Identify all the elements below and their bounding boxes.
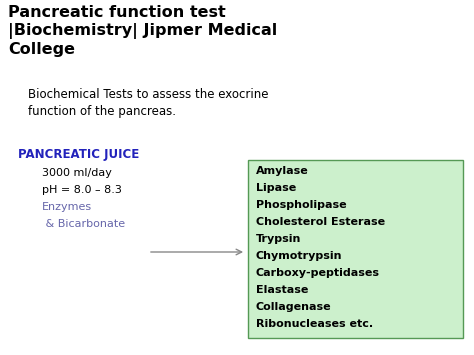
Text: 3000 ml/day: 3000 ml/day <box>42 168 112 178</box>
Text: Ribonucleases etc.: Ribonucleases etc. <box>256 319 373 329</box>
Text: Lipase: Lipase <box>256 183 296 193</box>
Text: Phospholipase: Phospholipase <box>256 200 346 210</box>
Text: Trypsin: Trypsin <box>256 234 301 244</box>
Text: Elastase: Elastase <box>256 285 309 295</box>
Text: Carboxy-peptidases: Carboxy-peptidases <box>256 268 380 278</box>
Text: Chymotrypsin: Chymotrypsin <box>256 251 343 261</box>
Text: pH = 8.0 – 8.3: pH = 8.0 – 8.3 <box>42 185 122 195</box>
Text: Biochemical Tests to assess the exocrine
function of the pancreas.: Biochemical Tests to assess the exocrine… <box>28 88 268 118</box>
Text: PANCREATIC JUICE: PANCREATIC JUICE <box>18 148 139 161</box>
Text: & Bicarbonate: & Bicarbonate <box>42 219 125 229</box>
Text: Pancreatic function test
|Biochemistry| Jipmer Medical
College: Pancreatic function test |Biochemistry| … <box>8 5 277 57</box>
Text: Amylase: Amylase <box>256 166 309 176</box>
Text: Enzymes: Enzymes <box>42 202 92 212</box>
Text: Collagenase: Collagenase <box>256 302 332 312</box>
Text: Cholesterol Esterase: Cholesterol Esterase <box>256 217 385 227</box>
